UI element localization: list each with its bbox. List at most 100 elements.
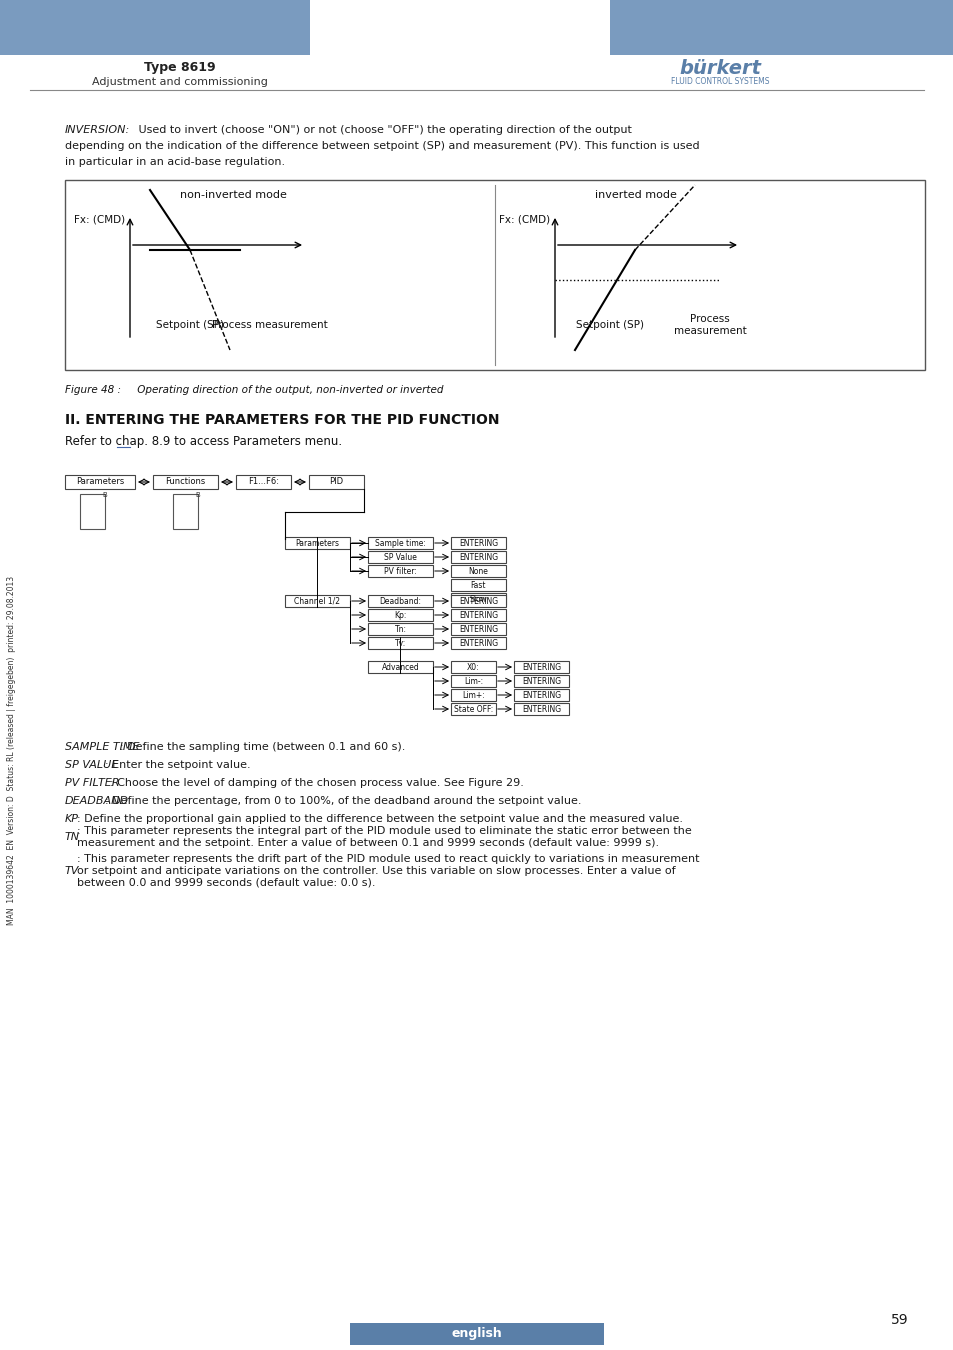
Text: : Enter the setpoint value.: : Enter the setpoint value. — [105, 760, 251, 770]
Text: ENTERING: ENTERING — [458, 539, 497, 548]
Bar — [451, 637, 505, 649]
Text: Fast: Fast — [470, 580, 486, 590]
Bar — [451, 579, 505, 591]
Bar — [80, 494, 105, 529]
Text: INVERSION:: INVERSION: — [65, 126, 131, 135]
Text: II. ENTERING THE PARAMETERS FOR THE PID FUNCTION: II. ENTERING THE PARAMETERS FOR THE PID … — [65, 413, 499, 427]
Text: B: B — [194, 491, 199, 498]
Bar — [451, 622, 505, 634]
Bar — [285, 595, 350, 608]
Bar — [451, 551, 505, 563]
Text: non-inverted mode: non-inverted mode — [180, 190, 287, 200]
Text: Figure 48 :     Operating direction of the output, non-inverted or inverted: Figure 48 : Operating direction of the o… — [65, 385, 443, 396]
Text: Lim-:: Lim-: — [463, 676, 482, 686]
Text: Fx: (CMD): Fx: (CMD) — [73, 215, 125, 225]
Bar — [514, 662, 568, 674]
Text: Tn:: Tn: — [395, 625, 406, 633]
Text: KP: KP — [65, 814, 79, 824]
Text: : This parameter represents the drift part of the PID module used to react quick: : This parameter represents the drift pa… — [76, 855, 699, 887]
Text: Adjustment and commissioning: Adjustment and commissioning — [92, 77, 268, 86]
Text: Refer to chap. 8.9 to access Parameters menu.: Refer to chap. 8.9 to access Parameters … — [65, 436, 342, 448]
Bar — [368, 551, 433, 563]
Text: Setpoint (SP): Setpoint (SP) — [576, 320, 643, 329]
Bar — [65, 475, 135, 489]
Text: Functions: Functions — [165, 478, 206, 486]
Bar — [235, 475, 291, 489]
Bar — [609, 0, 953, 55]
Text: None: None — [468, 567, 488, 575]
Text: Kp:: Kp: — [394, 610, 406, 620]
Text: MAN  1000139642  EN  Version: D  Status: RL (released | freigegeben)  printed: 2: MAN 1000139642 EN Version: D Status: RL … — [8, 575, 16, 925]
Text: Advanced: Advanced — [381, 663, 419, 671]
Text: ENTERING: ENTERING — [521, 705, 560, 714]
Text: PV filter:: PV filter: — [384, 567, 416, 575]
Text: DEADBAND: DEADBAND — [65, 796, 129, 806]
Text: State OFF:: State OFF: — [454, 705, 493, 714]
Text: bürkert: bürkert — [679, 58, 760, 77]
Text: ENTERING: ENTERING — [458, 552, 497, 562]
Text: Parameters: Parameters — [76, 478, 124, 486]
Text: PV FILTER: PV FILTER — [65, 778, 119, 788]
Text: : Define the sampling time (between 0.1 and 60 s).: : Define the sampling time (between 0.1 … — [120, 743, 405, 752]
Bar — [451, 566, 505, 576]
Bar — [368, 566, 433, 576]
Text: Parameters: Parameters — [295, 539, 339, 548]
Bar — [514, 703, 568, 716]
Text: ENTERING: ENTERING — [458, 625, 497, 633]
Text: SP Value: SP Value — [384, 552, 416, 562]
Text: in particular in an acid-base regulation.: in particular in an acid-base regulation… — [65, 157, 285, 167]
Text: TN: TN — [65, 832, 80, 842]
Bar — [451, 688, 496, 701]
Bar — [451, 662, 496, 674]
Text: F1...F6:: F1...F6: — [248, 478, 278, 486]
Text: : Define the percentage, from 0 to 100%, of the deadband around the setpoint val: : Define the percentage, from 0 to 100%,… — [105, 796, 581, 806]
Text: Fx: (CMD): Fx: (CMD) — [498, 215, 550, 225]
Bar — [368, 537, 433, 549]
Text: Used to invert (choose "ON") or not (choose "OFF") the operating direction of th: Used to invert (choose "ON") or not (cho… — [135, 126, 631, 135]
Bar — [0, 0, 310, 55]
Text: Process measurement: Process measurement — [212, 320, 328, 329]
Text: Lim+:: Lim+: — [461, 690, 484, 699]
Text: : Choose the level of damping of the chosen process value. See Figure 29.: : Choose the level of damping of the cho… — [111, 778, 523, 788]
Bar — [514, 675, 568, 687]
Bar — [368, 662, 433, 674]
Text: Setpoint (SP): Setpoint (SP) — [156, 320, 224, 329]
Bar — [368, 637, 433, 649]
Text: Slow: Slow — [469, 594, 487, 603]
Text: Deadband:: Deadband: — [379, 597, 421, 606]
Text: B: B — [102, 491, 107, 498]
Bar — [451, 537, 505, 549]
Bar — [451, 703, 496, 716]
Text: Channel 1/2: Channel 1/2 — [294, 597, 340, 606]
Text: ENTERING: ENTERING — [521, 676, 560, 686]
Bar — [152, 475, 218, 489]
Text: PID: PID — [329, 478, 343, 486]
Text: Process
measurement: Process measurement — [673, 315, 745, 336]
Text: TV: TV — [65, 865, 79, 876]
Bar — [350, 1323, 603, 1345]
Bar — [172, 494, 198, 529]
Bar — [65, 180, 924, 370]
Text: 59: 59 — [890, 1314, 908, 1327]
Text: ENTERING: ENTERING — [458, 639, 497, 648]
Text: : This parameter represents the integral part of the PID module used to eliminat: : This parameter represents the integral… — [76, 826, 691, 848]
Text: SP VALUE: SP VALUE — [65, 760, 118, 770]
Text: X0:: X0: — [467, 663, 479, 671]
Text: english: english — [451, 1327, 502, 1341]
Bar — [451, 593, 505, 605]
Bar — [451, 595, 505, 608]
Bar — [368, 595, 433, 608]
Bar — [309, 475, 364, 489]
Bar — [514, 688, 568, 701]
Text: ENTERING: ENTERING — [521, 663, 560, 671]
Bar — [368, 609, 433, 621]
Bar — [451, 609, 505, 621]
Text: inverted mode: inverted mode — [595, 190, 677, 200]
Text: SAMPLE TIME: SAMPLE TIME — [65, 743, 139, 752]
Text: Type 8619: Type 8619 — [144, 62, 215, 74]
Text: Sample time:: Sample time: — [375, 539, 425, 548]
Text: Tv:: Tv: — [395, 639, 406, 648]
Text: : Define the proportional gain applied to the difference between the setpoint va: : Define the proportional gain applied t… — [76, 814, 682, 824]
Text: ENTERING: ENTERING — [458, 610, 497, 620]
Bar — [451, 675, 496, 687]
